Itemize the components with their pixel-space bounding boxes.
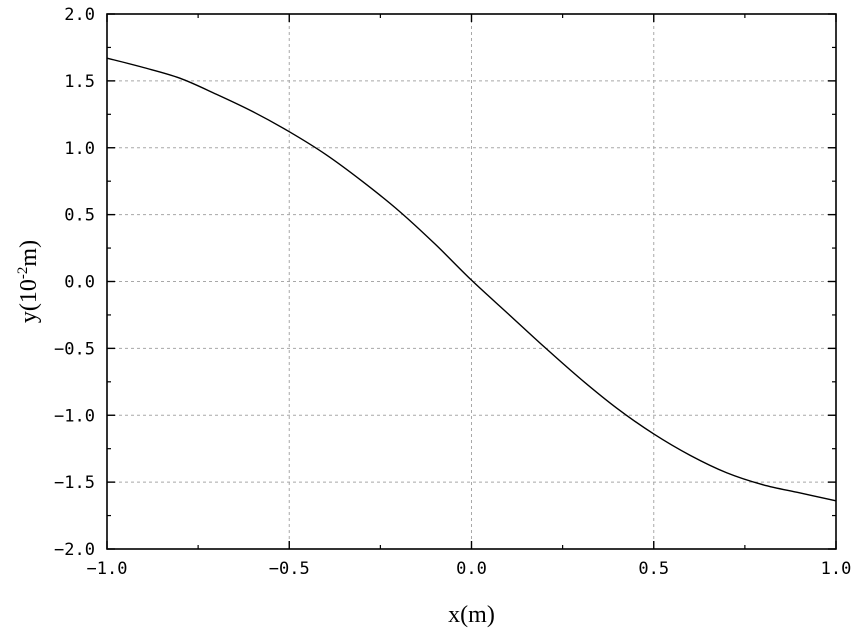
- y-tick-label: 1.5: [64, 72, 95, 92]
- x-tick-labels: −1.0 −0.5 0.0 0.5 1.0: [87, 559, 852, 579]
- grid: [107, 14, 836, 549]
- y-axis-title: y(10-2m): [15, 240, 42, 323]
- plot-frame: [106, 13, 837, 550]
- x-tick-label: −0.5: [269, 559, 310, 579]
- series-layer: [106, 57, 837, 502]
- y-axis-title-suffix: m): [16, 240, 42, 267]
- y-tick-label: −2.0: [54, 540, 95, 560]
- x-tick-label: 1.0: [821, 559, 852, 579]
- y-tick-label: −0.5: [54, 339, 95, 359]
- y-axis-title-superscript: -2: [15, 267, 31, 280]
- y-tick-label: −1.5: [54, 473, 95, 493]
- x-tick-label: 0.5: [638, 559, 669, 579]
- x-tick-label: −1.0: [87, 559, 128, 579]
- y-tick-label: 2.0: [64, 5, 95, 25]
- x-tick-label: 0.0: [456, 559, 487, 579]
- y-tick-label: 1.0: [64, 139, 95, 159]
- y-axis-title-prefix: y(10: [16, 279, 42, 323]
- y-tick-label: 0.0: [64, 273, 95, 293]
- y-tick-label: 0.5: [64, 206, 95, 226]
- x-axis-title: x(m): [448, 602, 495, 628]
- series-line: [106, 57, 837, 502]
- y-tick-labels: −2.0 −1.5 −1.0 −0.5 0.0 0.5 1.0 1.5 2.0: [54, 5, 95, 560]
- y-tick-label: −1.0: [54, 406, 95, 426]
